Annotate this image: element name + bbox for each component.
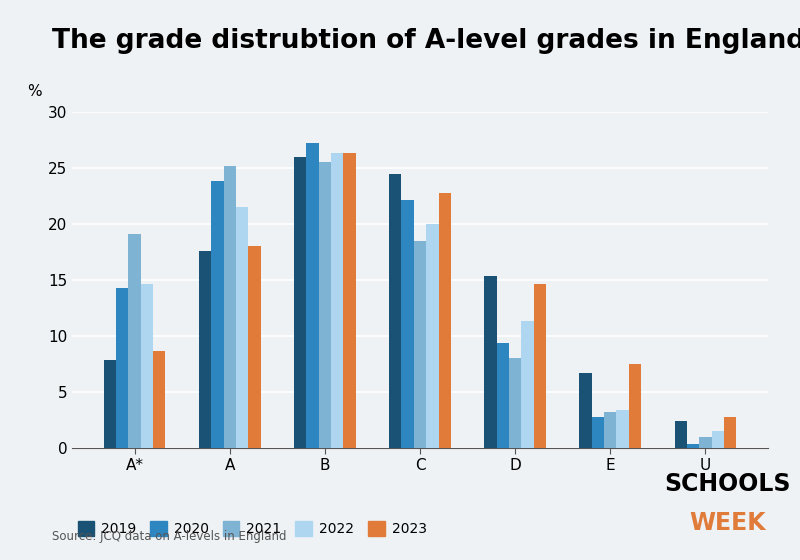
Text: SCHOOLS: SCHOOLS [665,472,791,496]
Bar [294,157,306,448]
Bar [522,321,534,448]
Bar [141,284,153,448]
Bar [674,421,687,448]
Bar [198,251,211,448]
Bar [116,288,128,448]
Bar [223,166,236,448]
Bar [509,358,522,448]
Bar [402,200,414,448]
Legend: 2019, 2020, 2021, 2022, 2023: 2019, 2020, 2021, 2022, 2023 [72,515,432,542]
Bar [617,410,629,448]
Text: The grade distrubtion of A-level grades in England since 2019: The grade distrubtion of A-level grades … [52,28,800,54]
Bar [534,284,546,448]
Bar [687,444,699,448]
Bar [414,241,426,448]
Bar [497,343,509,448]
Text: %: % [26,83,42,99]
Bar [236,207,248,448]
Bar [306,143,318,448]
Bar [343,153,356,448]
Bar [389,174,402,448]
Bar [592,417,604,448]
Bar [604,412,617,448]
Bar [331,153,343,448]
Bar [629,364,642,448]
Text: Source: JCQ data on A-levels in England: Source: JCQ data on A-levels in England [52,530,286,543]
Bar [153,351,166,448]
Bar [438,193,451,448]
Bar [579,373,592,448]
Bar [426,224,438,448]
Bar [724,417,736,448]
Bar [712,431,724,448]
Text: WEEK: WEEK [690,511,766,535]
Bar [248,246,261,448]
Bar [211,181,223,448]
Bar [104,360,116,448]
Bar [699,437,712,448]
Bar [484,276,497,448]
Bar [318,162,331,448]
Bar [128,234,141,448]
